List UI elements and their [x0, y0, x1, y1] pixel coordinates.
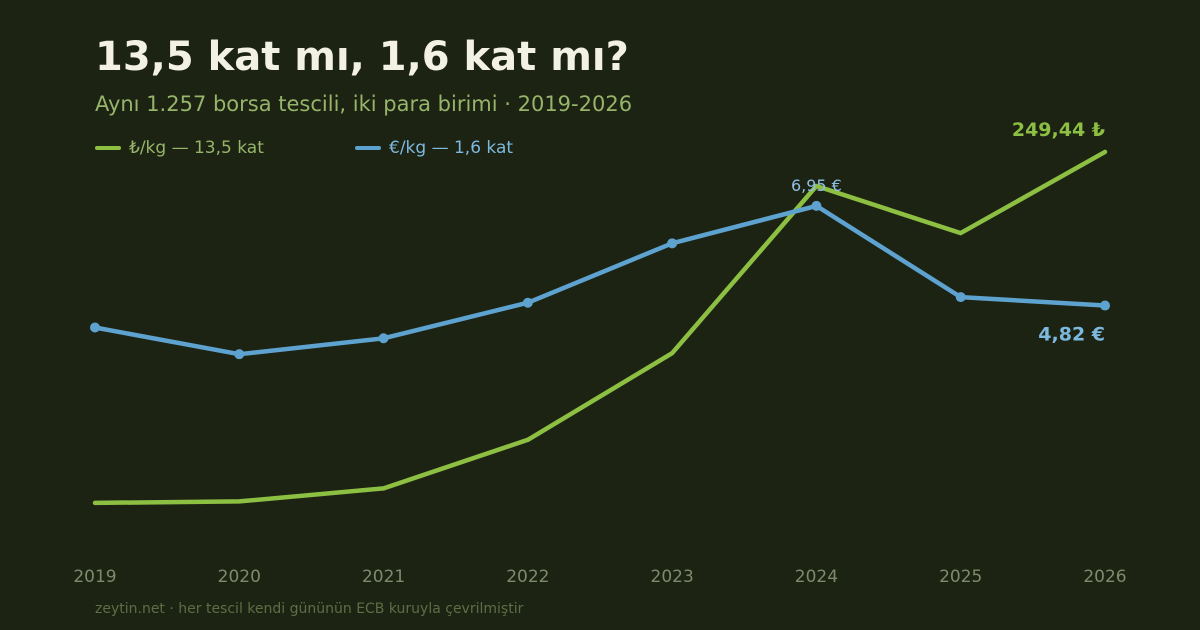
annotations: 6,95 € 249,44 ₺ 4,82 € [791, 119, 1105, 346]
x-tick-label-2026: 2026 [1083, 567, 1126, 587]
chart-subtitle: Aynı 1.257 borsa tescili, iki para birim… [95, 92, 633, 116]
data-label-2: 4,82 € [1038, 324, 1105, 346]
x-tick-label-2019: 2019 [73, 567, 116, 587]
legend-label-eur: €/kg — 1,6 kat [389, 138, 514, 158]
data-point-eur-2025 [955, 292, 966, 303]
x-tick-label-2021: 2021 [362, 567, 405, 587]
x-tick-label-2023: 2023 [651, 567, 694, 587]
footer-note: zeytin.net · her tescil kendi gününün EC… [95, 601, 524, 617]
legend-swatch-eur [355, 146, 381, 150]
legend-swatch-try [95, 146, 121, 150]
legend-item-try: ₺/kg — 13,5 kat [95, 136, 264, 160]
series-layer [92, 149, 1108, 506]
data-point-eur-2022 [522, 297, 533, 308]
data-point-eur-2023 [667, 238, 678, 249]
series-line-eur [92, 203, 1108, 357]
chart-title: 13,5 kat mı, 1,6 kat mı? [95, 34, 629, 80]
data-point-eur-2021 [378, 333, 389, 344]
data-label-1: 249,44 ₺ [1012, 119, 1105, 141]
series-line-try [92, 149, 1108, 506]
data-point-eur-2020 [234, 349, 245, 360]
data-label-0: 6,95 € [791, 176, 842, 195]
data-point-eur-2024 [811, 200, 822, 211]
legend-item-eur: €/kg — 1,6 kat [355, 136, 513, 160]
x-tick-label-2025: 2025 [939, 567, 982, 587]
data-point-eur-2019 [90, 322, 100, 333]
x-tick-label-2024: 2024 [795, 567, 838, 587]
data-point-eur-2026 [1100, 300, 1110, 311]
x-axis-ticks: 2019 2020 2021 2022 2023 2024 2025 2026 [73, 567, 1126, 587]
point-layer [90, 200, 1110, 360]
x-tick-label-2020: 2020 [218, 567, 261, 587]
legend-label-try: ₺/kg — 13,5 kat [129, 138, 264, 158]
x-tick-label-2022: 2022 [506, 567, 549, 587]
